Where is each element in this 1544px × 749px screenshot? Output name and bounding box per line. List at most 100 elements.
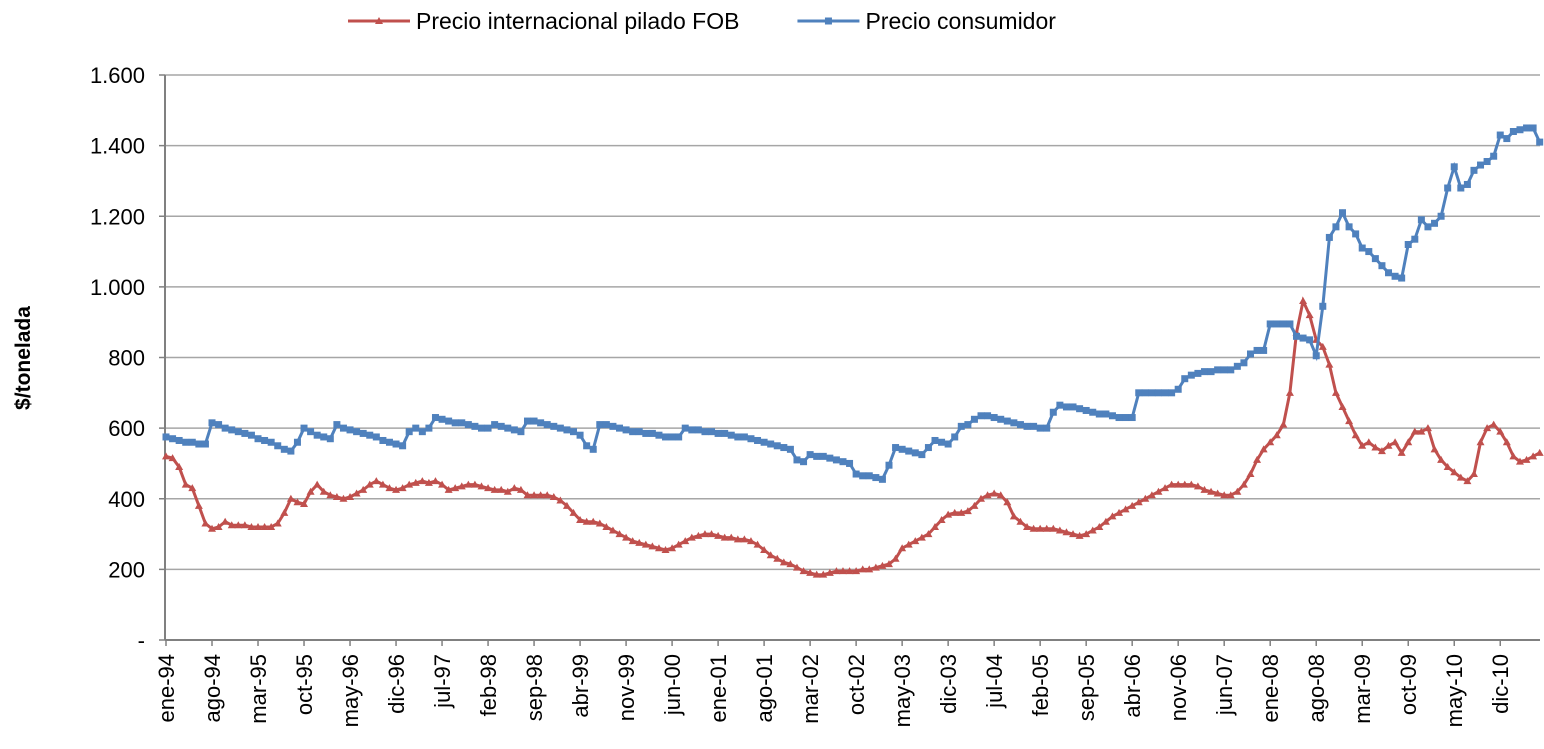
point-marker <box>412 424 420 432</box>
point-marker <box>418 477 427 485</box>
point-marker <box>1431 219 1439 227</box>
point-marker <box>951 433 959 441</box>
point-marker <box>1003 417 1011 425</box>
point-marker <box>484 424 492 432</box>
point-marker <box>353 428 361 436</box>
point-marker <box>767 440 775 448</box>
point-marker <box>760 545 769 553</box>
point-marker <box>484 484 493 492</box>
point-marker <box>1430 445 1439 453</box>
point-marker <box>188 484 197 492</box>
point-marker <box>1523 124 1531 132</box>
point-marker <box>1509 128 1517 135</box>
point-marker <box>497 422 505 430</box>
point-marker <box>227 521 236 529</box>
point-marker <box>681 537 690 545</box>
point-marker <box>1332 223 1340 231</box>
point-marker <box>824 17 832 25</box>
point-marker <box>694 531 703 539</box>
point-marker <box>622 533 631 541</box>
series-line <box>165 126 1542 482</box>
y-tick-label: 800 <box>108 346 145 371</box>
point-marker <box>1167 480 1176 488</box>
point-marker <box>635 428 643 436</box>
point-marker <box>1483 158 1491 166</box>
point-marker <box>1115 508 1124 516</box>
point-marker <box>169 435 177 443</box>
x-tick-label: mar-02 <box>798 654 823 724</box>
point-marker <box>1377 447 1386 455</box>
point-marker <box>332 492 341 500</box>
point-marker <box>937 515 946 523</box>
point-marker <box>1200 485 1209 493</box>
point-marker <box>261 436 269 444</box>
point-marker <box>1121 505 1130 513</box>
point-marker <box>464 480 473 488</box>
point-marker <box>1331 388 1340 396</box>
x-tick-label: oct-95 <box>292 654 317 715</box>
point-marker <box>425 424 433 432</box>
point-marker <box>1404 241 1412 248</box>
point-marker <box>431 414 439 422</box>
point-marker <box>1509 452 1518 460</box>
point-marker <box>1220 366 1228 374</box>
point-marker <box>1477 161 1485 169</box>
point-marker <box>1299 297 1308 304</box>
point-marker <box>1469 470 1478 478</box>
point-marker <box>957 508 966 516</box>
point-marker <box>1489 420 1498 428</box>
point-marker <box>280 508 289 516</box>
point-marker <box>668 433 676 441</box>
point-marker <box>595 519 604 527</box>
point-marker <box>812 570 821 578</box>
point-marker <box>957 422 965 430</box>
x-tick-label: dic-10 <box>1488 654 1513 714</box>
point-marker <box>274 442 282 450</box>
point-marker <box>865 472 873 480</box>
point-marker <box>1292 332 1300 340</box>
point-marker <box>550 422 558 430</box>
point-marker <box>451 484 460 492</box>
x-tick-label: jul-97 <box>430 654 455 709</box>
point-marker <box>1233 362 1241 370</box>
point-marker <box>1345 417 1354 425</box>
point-marker <box>1253 346 1261 354</box>
x-tick-label: mar-09 <box>1350 654 1375 724</box>
point-marker <box>838 567 847 575</box>
point-marker <box>1200 368 1208 376</box>
point-marker <box>944 510 953 518</box>
point-marker <box>576 515 585 523</box>
point-marker <box>1502 438 1511 446</box>
x-tick-label: feb-98 <box>476 654 501 716</box>
point-marker <box>359 429 367 437</box>
point-marker <box>806 451 814 459</box>
point-marker <box>602 523 611 530</box>
x-tick-label: dic-03 <box>936 654 961 714</box>
x-tick-label: sep-98 <box>522 654 547 721</box>
point-marker <box>629 428 637 436</box>
point-marker <box>1043 424 1051 432</box>
point-marker <box>852 470 860 478</box>
point-marker <box>1246 470 1255 478</box>
point-marker <box>589 445 597 453</box>
point-marker <box>1069 403 1077 411</box>
point-marker <box>1306 336 1314 344</box>
point-marker <box>858 565 867 573</box>
x-tick-label: dic-96 <box>384 654 409 714</box>
point-marker <box>911 537 920 545</box>
point-marker <box>175 436 183 444</box>
point-marker <box>1358 441 1367 449</box>
point-marker <box>720 533 729 541</box>
point-marker <box>1325 233 1333 241</box>
point-marker <box>1003 498 1012 506</box>
point-marker <box>458 419 466 427</box>
point-marker <box>1174 385 1182 393</box>
point-marker <box>569 508 578 516</box>
point-marker <box>898 445 906 453</box>
point-marker <box>543 421 551 429</box>
point-marker <box>510 426 518 434</box>
point-marker <box>661 545 670 553</box>
y-tick-label: 1.200 <box>90 204 145 229</box>
x-tick-label: ago-94 <box>200 654 225 723</box>
point-marker <box>727 431 735 439</box>
